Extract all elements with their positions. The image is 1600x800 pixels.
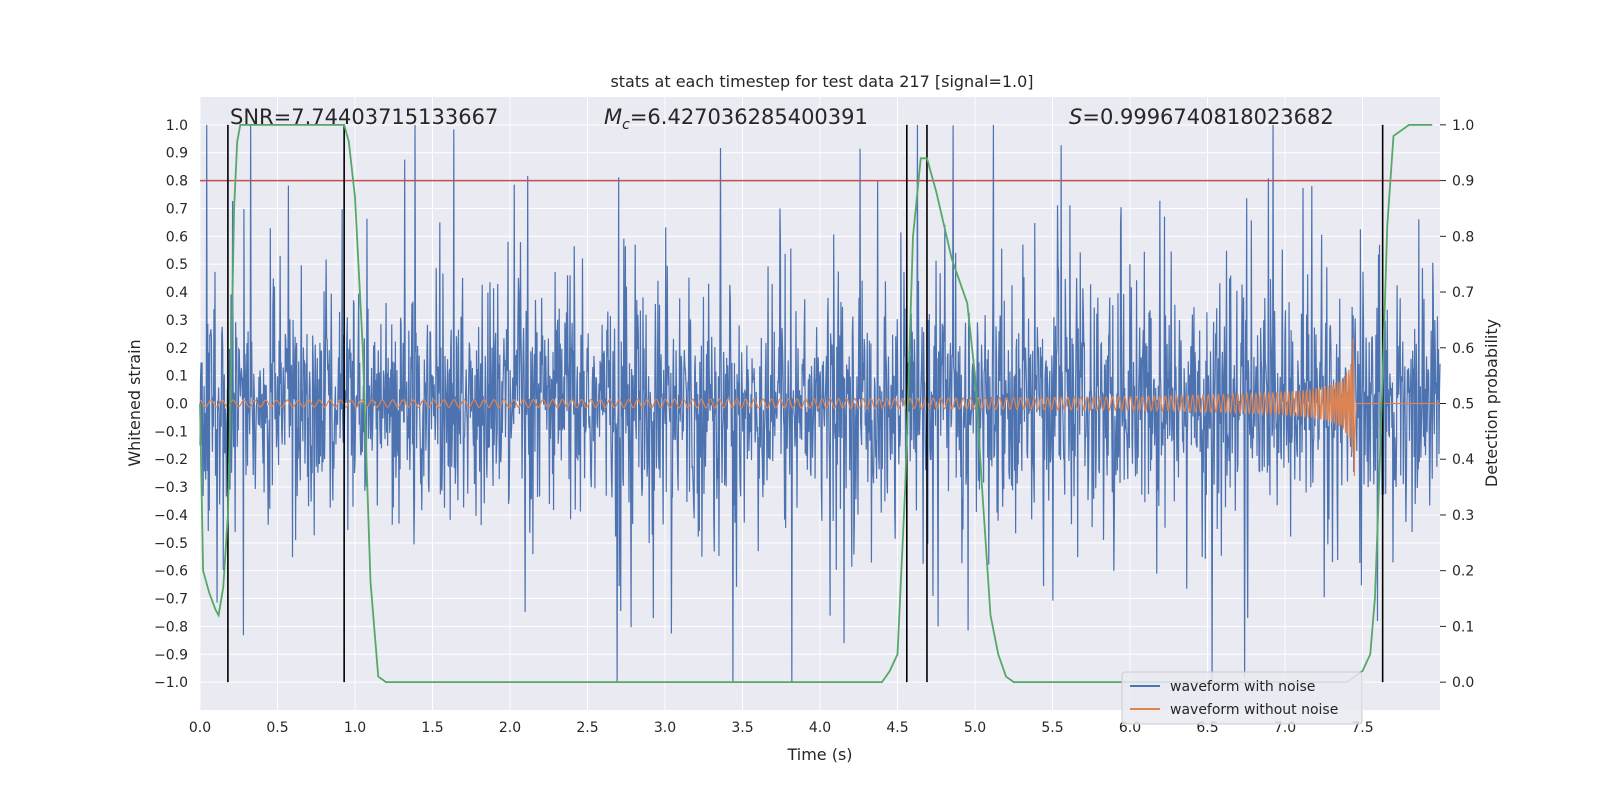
y-tick-label-left: 0.3 bbox=[166, 313, 188, 329]
clean-waveform-line bbox=[199, 338, 1440, 476]
y-tick-label-left: 0.2 bbox=[166, 341, 188, 357]
annotation-s-value: =0.9996740818023682 bbox=[1082, 105, 1333, 129]
y-tick-label-left: 0.0 bbox=[166, 397, 188, 413]
y-tick-label-right: 0.5 bbox=[1452, 397, 1474, 413]
series-detection-probability bbox=[199, 123, 1433, 684]
y-tick-label-right: 0.4 bbox=[1452, 452, 1474, 468]
y-axis-right-ticks: 1.0 0.9 0.8 0.7 0.6 0.5 0.4 0.3 0.2 0.1 0.0 bbox=[1440, 118, 1474, 691]
y-tick-label-right: 0.9 bbox=[1452, 174, 1474, 190]
detection-probability-line bbox=[199, 123, 1433, 684]
y-tick-label-right: 0.6 bbox=[1452, 341, 1474, 357]
y-tick-label-left: −0.1 bbox=[154, 424, 188, 440]
legend-label-clean: waveform without noise bbox=[1170, 702, 1338, 718]
annotation-chirp-mass: Mc=6.427036285400391 bbox=[604, 105, 868, 133]
y-tick-label-left: −0.5 bbox=[154, 536, 188, 552]
chart-title: stats at each timestep for test data 217… bbox=[610, 72, 1033, 91]
annotation-snr: SNR=7.74403715133667 bbox=[230, 105, 498, 129]
x-tick-label: 1.0 bbox=[344, 720, 366, 736]
y-tick-label-left: −0.3 bbox=[154, 480, 188, 496]
y-axis-left-ticks: 1.0 0.9 0.8 0.7 0.6 0.5 0.4 0.3 0.2 0.1 0.0 −0.1 −0.… bbox=[154, 118, 188, 691]
x-tick-label: 4.5 bbox=[886, 720, 908, 736]
x-tick-label: 2.5 bbox=[576, 720, 598, 736]
y-tick-label-left: 0.9 bbox=[166, 146, 188, 162]
y-tick-label-left: −0.9 bbox=[154, 647, 188, 663]
annotation-mc-subscript: c bbox=[622, 117, 630, 133]
y-tick-label-right: 0.2 bbox=[1452, 564, 1474, 580]
x-tick-label: 3.5 bbox=[731, 720, 753, 736]
x-tick-label: 3.0 bbox=[654, 720, 676, 736]
legend-box bbox=[1121, 671, 1363, 725]
y-tick-label-left: 0.7 bbox=[166, 201, 188, 217]
series-waveform-with-noise bbox=[199, 124, 1441, 683]
x-tick-label: 5.5 bbox=[1041, 720, 1063, 736]
vertical-markers bbox=[227, 124, 1384, 683]
y-tick-label-right: 0.7 bbox=[1452, 285, 1474, 301]
y-axis-right-label: Detection probability bbox=[1482, 319, 1501, 487]
y-tick-label-left: −0.8 bbox=[154, 619, 188, 635]
noisy-waveform-line bbox=[199, 124, 1441, 683]
y-tick-label-left: −0.2 bbox=[154, 452, 188, 468]
y-tick-label-right: 0.1 bbox=[1452, 619, 1474, 635]
y-tick-label-left: −0.7 bbox=[154, 592, 188, 608]
y-tick-label-left: −1.0 bbox=[154, 675, 188, 691]
x-tick-label: 1.5 bbox=[421, 720, 443, 736]
legend-label-noisy: waveform with noise bbox=[1170, 679, 1315, 695]
annotation-mc-value: =6.427036285400391 bbox=[630, 105, 868, 129]
y-tick-label-left: −0.4 bbox=[154, 508, 188, 524]
y-tick-label-right: 0.3 bbox=[1452, 508, 1474, 524]
y-tick-label-right: 0.0 bbox=[1452, 675, 1474, 691]
y-tick-label-left: 1.0 bbox=[166, 118, 188, 134]
x-axis-label: Time (s) bbox=[786, 745, 852, 764]
legend: waveform with noise waveform without noi… bbox=[1121, 671, 1363, 725]
y-tick-label-right: 0.8 bbox=[1452, 229, 1474, 245]
annotation-mc-symbol: M bbox=[604, 105, 622, 129]
y-tick-label-left: −0.6 bbox=[154, 564, 188, 580]
y-axis-left-label: Whitened strain bbox=[125, 339, 144, 466]
y-tick-label-left: 0.6 bbox=[166, 229, 188, 245]
annotation-significance: S=0.9996740818023682 bbox=[1069, 105, 1334, 129]
x-tick-label: 2.0 bbox=[499, 720, 521, 736]
series-waveform-without-noise bbox=[199, 338, 1440, 476]
y-tick-label-left: 0.4 bbox=[166, 285, 188, 301]
x-tick-label: 0.0 bbox=[189, 720, 211, 736]
annotation-s-symbol: S bbox=[1069, 105, 1082, 129]
x-tick-label: 5.0 bbox=[964, 720, 986, 736]
y-tick-label-left: 0.1 bbox=[166, 369, 188, 385]
y-tick-label-left: 0.5 bbox=[166, 257, 188, 273]
y-tick-label-left: 0.8 bbox=[166, 174, 188, 190]
y-tick-label-right: 1.0 bbox=[1452, 118, 1474, 134]
x-tick-label: 0.5 bbox=[266, 720, 288, 736]
x-tick-label: 4.0 bbox=[809, 720, 831, 736]
